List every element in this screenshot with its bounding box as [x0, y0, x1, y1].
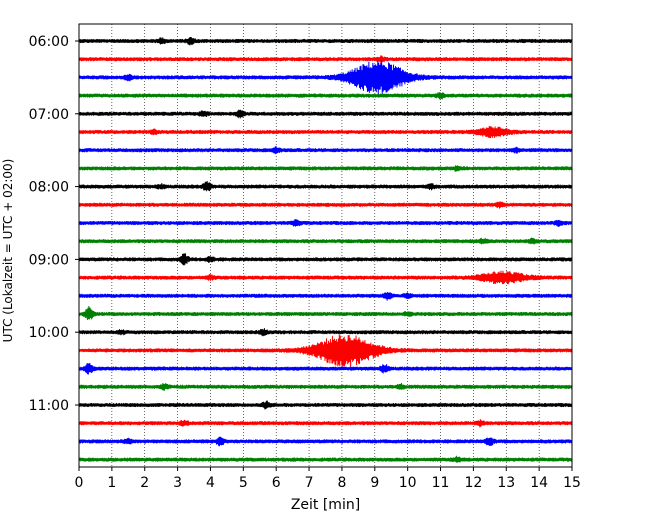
seismic-trace-0900 [78, 253, 573, 266]
x-tick-label: 8 [337, 475, 346, 491]
y-tick-label: 07:00 [29, 107, 69, 123]
x-tick-label: 14 [530, 475, 548, 491]
x-tick-label: 7 [305, 475, 314, 491]
seismic-trace-0815 [78, 201, 573, 209]
seismic-trace-0700 [78, 109, 573, 119]
x-tick-label: 13 [497, 475, 515, 491]
x-tick-label: 11 [432, 475, 450, 491]
x-tick-label: 10 [399, 475, 417, 491]
seismic-trace-1015 [78, 334, 573, 367]
x-tick-label: 1 [107, 475, 116, 491]
x-tick-label: 2 [140, 475, 149, 491]
seismic-trace-0600 [78, 36, 573, 46]
seismic-trace-0745 [78, 165, 573, 172]
seismic-trace-0645 [78, 91, 573, 100]
plot-frame [78, 23, 573, 468]
x-tick-label: 4 [206, 475, 215, 491]
seismic-trace-1130 [78, 436, 573, 447]
seismic-trace-0630 [78, 60, 573, 95]
x-axis-label: Zeit [min] [291, 497, 360, 513]
grid-lines [111, 24, 540, 467]
seismic-trace-0845 [78, 237, 573, 245]
y-tick-label: 08:00 [29, 180, 69, 196]
y-tick-label: 11:00 [29, 398, 69, 414]
seismic-trace-0915 [78, 270, 573, 285]
seismic-trace-1030 [78, 362, 573, 375]
seismic-trace-0730 [78, 146, 573, 155]
seismic-trace-1045 [78, 382, 573, 391]
y-tick-label: 09:00 [29, 252, 69, 268]
seismic-traces [78, 36, 573, 464]
seismic-trace-0800 [78, 180, 573, 192]
y-axis-ticks: 06:00 07:00 08:00 09:00 10:00 11:00 [29, 34, 79, 414]
y-tick-label: 10:00 [29, 325, 69, 341]
y-axis-label: UTC (Lokalzeit = UTC + 02:00) [1, 159, 15, 343]
x-tick-label: 15 [563, 475, 581, 491]
seismic-trace-1100 [78, 400, 573, 410]
seismic-trace-0930 [78, 291, 573, 301]
seismic-trace-0945 [78, 305, 573, 321]
x-tick-label: 3 [173, 475, 182, 491]
seismic-trace-1145 [78, 455, 573, 464]
x-tick-label: 5 [239, 475, 248, 491]
x-tick-label: 6 [272, 475, 281, 491]
x-tick-label: 12 [464, 475, 482, 491]
seismic-trace-0715 [78, 125, 573, 139]
seismic-trace-1000 [78, 327, 573, 337]
x-axis-ticks: 0 1 2 3 4 5 6 7 8 9 10 11 12 13 14 15 [75, 467, 581, 491]
y-tick-label: 06:00 [29, 34, 69, 50]
seismic-trace-0830 [78, 218, 573, 227]
seismic-trace-1115 [78, 419, 573, 428]
seismic-trace-0615 [78, 55, 573, 63]
x-tick-label: 0 [75, 475, 84, 491]
x-tick-label: 9 [370, 475, 379, 491]
